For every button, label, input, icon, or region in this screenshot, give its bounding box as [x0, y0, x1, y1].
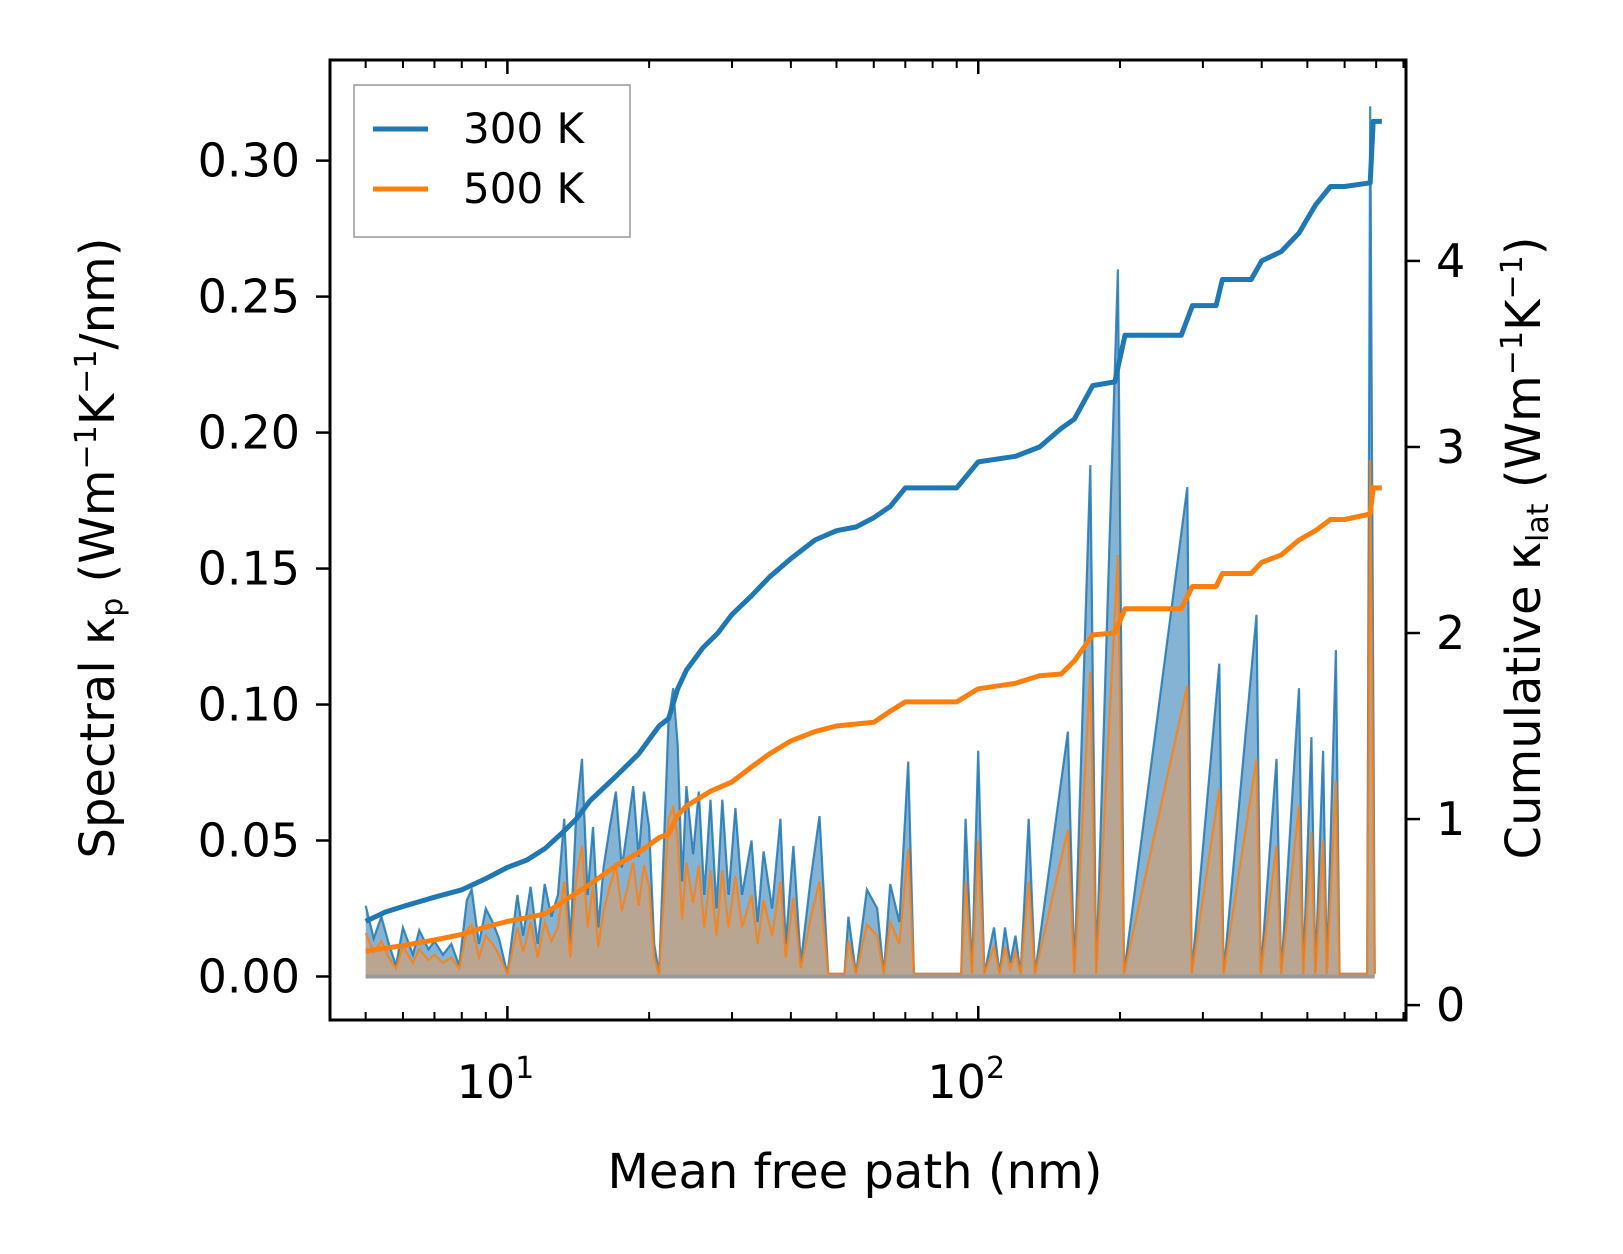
ylabel-right-sup2: −1 [1495, 255, 1530, 299]
x-tick-base: 10 [927, 1055, 986, 1109]
y-left-tick-label: 0.10 [198, 678, 300, 732]
cumulative-line-300k [364, 118, 1382, 924]
x-axis-title: Mean free path (nm) [608, 1144, 1103, 1200]
ylabel-left-mid: K [70, 392, 126, 425]
x-tick-label: 102 [927, 1051, 1005, 1109]
y-axis-title-right: Cumulative κlat (Wm−1K−1) [1495, 237, 1556, 860]
axis-ticks [316, 60, 1420, 1020]
legend-label-300k: 300 K [463, 104, 586, 153]
ylabel-left-unit-close: /nm) [70, 238, 126, 350]
y-left-tick-label: 0.30 [198, 134, 300, 188]
y-axis-title-left: Spectral κp (Wm−1K−1/nm) [69, 238, 130, 859]
ylabel-right-sup1: −1 [1495, 331, 1530, 375]
y-left-tick-label: 0.00 [198, 949, 300, 1003]
y-right-tick-label: 2 [1436, 606, 1465, 660]
ylabel-left-sup1: −1 [69, 425, 104, 469]
x-tick-base: 10 [457, 1055, 516, 1109]
x-tick-exponent: 2 [986, 1051, 1005, 1086]
y-right-tick-label: 3 [1436, 420, 1465, 474]
ylabel-right-base: Cumulative κ [1496, 542, 1552, 860]
y-right-tick-label: 1 [1436, 792, 1465, 846]
spectral-area-500k [365, 459, 1375, 977]
ylabel-left-sup2: −1 [69, 350, 104, 394]
x-tick-exponent: 1 [515, 1051, 534, 1086]
legend-box [353, 84, 631, 238]
legend-label-500k: 500 K [463, 164, 586, 213]
y-right-tick-label: 0 [1436, 978, 1465, 1032]
ylabel-right-mid: K [1496, 298, 1552, 331]
ylabel-left-unit-open: (Wm [70, 470, 126, 598]
y-left-tick-label: 0.05 [198, 814, 300, 868]
cumulative-layer [364, 118, 1382, 954]
ylabel-right-sub: lat [1521, 503, 1556, 542]
ylabel-right-unit-open: (Wm [1496, 375, 1552, 503]
cumulative-line-500k [365, 485, 1382, 954]
ylabel-left-base: Spectral κ [70, 617, 126, 859]
y-left-tick-label: 0.15 [198, 542, 300, 596]
y-left-tick-label: 0.20 [198, 406, 300, 460]
spectral-line-500k [364, 459, 1376, 978]
legend: 300 K 500 K [353, 84, 631, 238]
y-right-tick-label: 4 [1436, 234, 1465, 288]
ylabel-right-unit-close: ) [1496, 237, 1552, 256]
plot-frame [328, 58, 1408, 1022]
y-left-tick-label: 0.25 [198, 270, 300, 324]
ylabel-left-sub: p [95, 598, 130, 617]
x-tick-label: 101 [457, 1051, 535, 1109]
plot-area [364, 106, 1382, 979]
